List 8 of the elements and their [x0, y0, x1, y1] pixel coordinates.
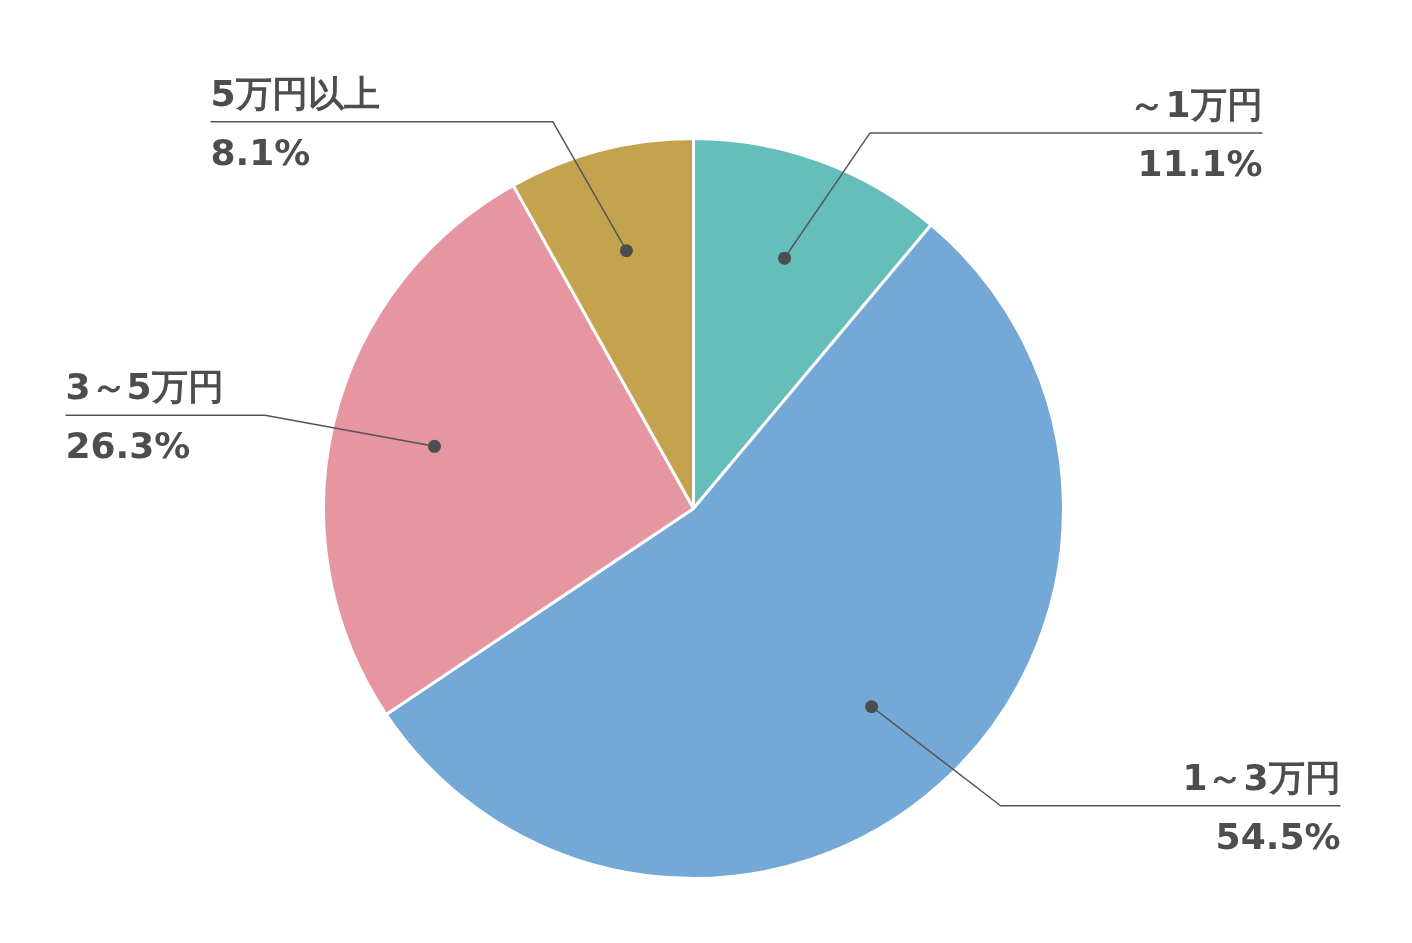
- slice-label: ～1万円: [1129, 83, 1263, 125]
- slice-label: 5万円以上: [210, 72, 380, 114]
- slice-label: 3～5万円: [65, 366, 224, 408]
- data-label: 54.5%: [1215, 815, 1341, 857]
- slice-label: 1～3万円: [1182, 756, 1341, 798]
- data-label: 26.3%: [65, 425, 191, 467]
- data-label: 8.1%: [210, 131, 311, 173]
- data-label: 11.1%: [1137, 142, 1263, 184]
